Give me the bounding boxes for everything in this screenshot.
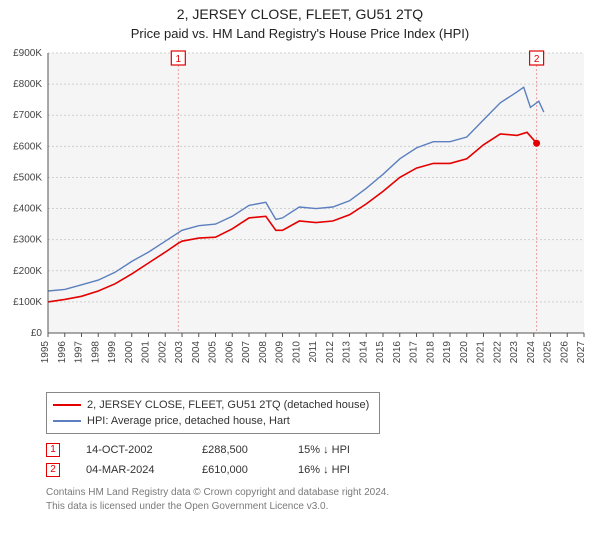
x-tick-label: 2009 — [275, 341, 286, 364]
x-tick-label: 2013 — [342, 341, 353, 364]
sale-end-dot — [533, 140, 540, 147]
x-tick-label: 2000 — [124, 341, 135, 364]
x-tick-label: 2022 — [492, 341, 503, 364]
sale-marker-number: 1 — [176, 54, 182, 65]
legend-swatch — [53, 420, 81, 422]
x-tick-label: 2004 — [191, 341, 202, 364]
x-tick-label: 2016 — [392, 341, 403, 364]
x-tick-label: 2026 — [559, 341, 570, 364]
x-tick-label: 2020 — [459, 341, 470, 364]
x-tick-label: 2011 — [308, 341, 319, 363]
chart-area: £0 £100K £200K £300K £400K £500K £600K £700K £80… — [0, 41, 600, 386]
sales-table: 1 14-OCT-2002 £288,500 15% ↓ HPI 2 04-MAR-202… — [46, 440, 600, 480]
legend: 2, JERSEY CLOSE, FLEET, GU51 2TQ (detach… — [46, 392, 380, 434]
legend-row: HPI: Average price, detached house, Hart — [53, 413, 369, 429]
sale-row-marker: 2 — [46, 463, 60, 477]
y-tick-label: £600K — [13, 141, 42, 152]
x-tick-label: 1995 — [40, 341, 51, 364]
x-tick-label: 2005 — [208, 341, 219, 364]
x-tick-label: 1996 — [57, 341, 68, 364]
legend-label: 2, JERSEY CLOSE, FLEET, GU51 2TQ (detach… — [87, 397, 369, 413]
x-tick-label: 2003 — [174, 341, 185, 364]
y-tick-label: £800K — [13, 79, 42, 90]
sale-row: 2 04-MAR-2024 £610,000 16% ↓ HPI — [46, 460, 600, 480]
y-tick-label: £200K — [13, 266, 42, 277]
x-tick-label: 2017 — [409, 341, 420, 364]
y-tick-label: £0 — [31, 328, 43, 339]
sale-date: 04-MAR-2024 — [86, 460, 176, 480]
x-tick-label: 2019 — [442, 341, 453, 364]
sale-date: 14-OCT-2002 — [86, 440, 176, 460]
x-tick-label: 2010 — [291, 341, 302, 364]
legend-swatch — [53, 404, 81, 406]
x-tick-label: 2001 — [141, 341, 152, 364]
y-tick-label: £300K — [13, 235, 42, 246]
x-tick-label: 2024 — [526, 341, 537, 364]
x-tick-label: 2008 — [258, 341, 269, 364]
x-tick-label: 2018 — [425, 341, 436, 364]
x-tick-label: 2023 — [509, 341, 520, 364]
line-chart-svg: £0 £100K £200K £300K £400K £500K £600K £700K £80… — [0, 41, 600, 386]
y-tick-label: £500K — [13, 172, 42, 183]
footnote-line-1: Contains HM Land Registry data © Crown c… — [46, 486, 600, 500]
y-tick-label: £100K — [13, 297, 42, 308]
x-tick-label: 2025 — [543, 341, 554, 364]
x-tick-label: 2027 — [576, 341, 587, 364]
x-tick-label: 1997 — [74, 341, 85, 364]
sale-row-marker: 1 — [46, 443, 60, 457]
y-tick-label: £700K — [13, 110, 42, 121]
y-tick-label: £400K — [13, 204, 42, 215]
sale-delta: 15% ↓ HPI — [298, 440, 388, 460]
x-tick-label: 2007 — [241, 341, 252, 364]
x-tick-label: 1998 — [90, 341, 101, 364]
sale-price: £288,500 — [202, 440, 272, 460]
x-tick-label: 2012 — [325, 341, 336, 364]
legend-label: HPI: Average price, detached house, Hart — [87, 413, 290, 429]
x-tick-label: 2006 — [224, 341, 235, 364]
legend-row: 2, JERSEY CLOSE, FLEET, GU51 2TQ (detach… — [53, 397, 369, 413]
sale-delta: 16% ↓ HPI — [298, 460, 388, 480]
x-tick-label: 2002 — [157, 341, 168, 364]
x-tick-label: 2014 — [358, 341, 369, 364]
footnote-line-2: This data is licensed under the Open Gov… — [46, 500, 600, 514]
x-tick-label: 2015 — [375, 341, 386, 364]
sale-marker-number: 2 — [534, 54, 540, 65]
footnotes: Contains HM Land Registry data © Crown c… — [46, 486, 600, 514]
title-sub: Price paid vs. HM Land Registry's House … — [0, 26, 600, 41]
x-tick-label: 2021 — [476, 341, 487, 364]
chart-titles: 2, JERSEY CLOSE, FLEET, GU51 2TQ Price p… — [0, 0, 600, 41]
x-tick-label: 1999 — [107, 341, 118, 364]
sale-price: £610,000 — [202, 460, 272, 480]
y-tick-label: £900K — [13, 48, 42, 59]
sale-row: 1 14-OCT-2002 £288,500 15% ↓ HPI — [46, 440, 600, 460]
title-main: 2, JERSEY CLOSE, FLEET, GU51 2TQ — [0, 6, 600, 22]
